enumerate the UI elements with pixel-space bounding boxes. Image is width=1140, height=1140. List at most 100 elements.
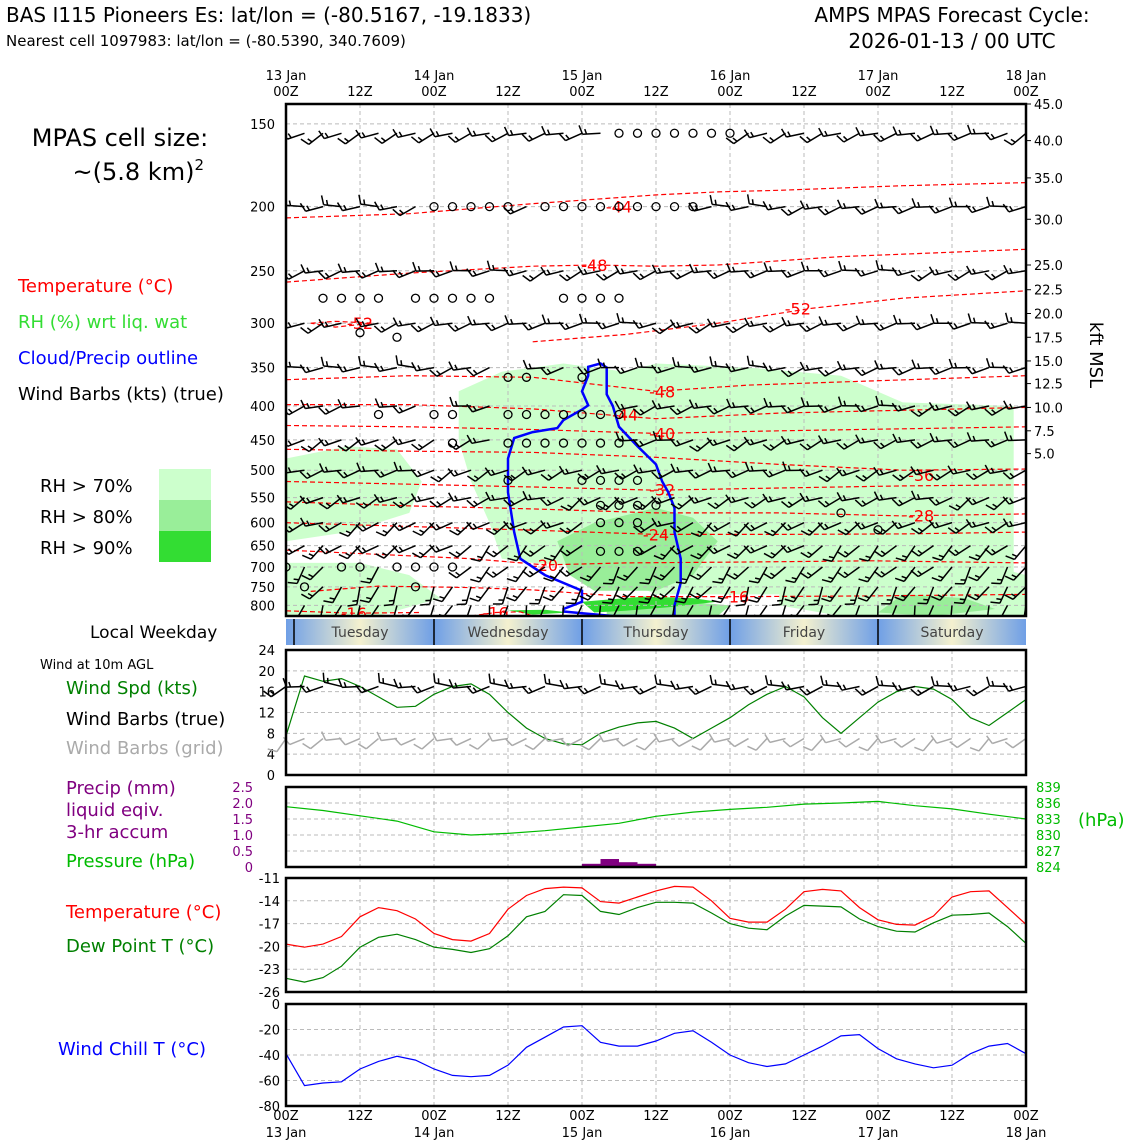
- wind-barb: [1001, 605, 1009, 616]
- wind-barb: [767, 496, 786, 503]
- wind-barb-flag: [542, 596, 552, 602]
- wind-barb-half-flag: [935, 269, 940, 275]
- wind-barb-half-flag: [546, 269, 551, 275]
- calm-wind-marker: [521, 409, 532, 420]
- wind-barb-half-flag: [879, 469, 884, 475]
- wind-barb-flag: [652, 431, 658, 441]
- top-time-label: 00Z: [273, 85, 299, 100]
- wind-barb-half-flag: [622, 593, 628, 598]
- wind-barb-half-flag: [750, 131, 755, 138]
- chill-tick-label: 0: [272, 998, 280, 1013]
- dew-point-line: [285, 894, 1027, 983]
- wind-barb-flag: [911, 359, 917, 369]
- wind-barb-true-flag: [875, 675, 880, 686]
- wind-barb-flag: [577, 366, 585, 375]
- wind-barb-half-flag: [991, 362, 995, 368]
- wind-barb-grid-flag: [949, 741, 958, 749]
- wind-barb-half-flag: [991, 526, 997, 532]
- wind-barb: [953, 132, 971, 142]
- wind-barb-flag: [578, 313, 584, 324]
- pressure-tick-label: 600: [250, 517, 275, 532]
- calm-wind-marker: [577, 293, 587, 303]
- wind-barb-half-flag: [361, 439, 366, 445]
- kft-tick-label: 40.0: [1034, 135, 1063, 150]
- wind-barb-flag: [287, 581, 298, 585]
- wind-barb-half-flag: [382, 529, 388, 534]
- wind-barb-half-flag: [472, 437, 477, 443]
- wind-barb-grid-flag: [858, 746, 868, 752]
- wind-barb-flag: [373, 362, 381, 372]
- wind-barb-half-flag: [824, 270, 829, 276]
- wind-barb-half-flag: [935, 129, 939, 135]
- chill-tick-label: -80: [259, 1100, 280, 1115]
- wind-barb: [859, 322, 879, 326]
- wind-barb-true-flag: [764, 675, 769, 685]
- wind-barb-flag: [985, 358, 991, 368]
- wind-barb-flag: [762, 443, 772, 451]
- wind-barb: [823, 270, 842, 278]
- temp-tick-label: -23: [259, 963, 280, 978]
- precip-tick-label: 1.0: [232, 829, 253, 844]
- precip-tick-label: 2.0: [232, 797, 253, 812]
- wind-barb-flag: [785, 579, 795, 584]
- wind-barb-flag: [286, 411, 290, 416]
- wind-barb-grid-flag: [708, 733, 716, 743]
- weekday-label: Friday: [783, 625, 825, 641]
- wind-barb-half-flag: [805, 203, 810, 209]
- wind-barb-flag: [780, 208, 789, 216]
- wind-barb-flag: [420, 603, 430, 606]
- wind-barb: [1013, 566, 1026, 581]
- wind-barb-flag: [1003, 431, 1009, 441]
- wind-barb-flag: [412, 552, 421, 559]
- wind-barb: [750, 521, 768, 532]
- wind-barb: [416, 496, 435, 503]
- wind-barb-half-flag: [343, 204, 348, 211]
- pressure-tick-label: 150: [250, 118, 275, 133]
- wind-barb-flag: [873, 322, 881, 331]
- wind-barb: [897, 270, 916, 277]
- wind-barb-half-flag: [898, 368, 903, 374]
- wind-barb-half-flag: [307, 445, 313, 450]
- bottom-time-label: 00Z: [717, 1109, 743, 1124]
- kft-tick-label: 45.0: [1034, 98, 1063, 113]
- wind-barb-half-flag: [399, 465, 403, 471]
- wind-barb: [1008, 205, 1026, 213]
- wind-barb: [660, 586, 676, 600]
- wind-barb-flag: [638, 601, 649, 604]
- wind-barb-true-half-flag: [583, 687, 589, 693]
- wind-barb-half-flag: [1010, 317, 1013, 323]
- wind-barb-grid: [922, 738, 935, 752]
- wind-barb-flag: [558, 465, 566, 475]
- wind-barb-flag: [543, 577, 553, 582]
- wind-barb-half-flag: [306, 327, 312, 332]
- wind-barb: [640, 545, 657, 556]
- wind-barb-half-flag: [585, 594, 592, 598]
- kft-axis-label: kft MSL: [1085, 322, 1106, 388]
- wind-barb-half-flag: [361, 272, 367, 277]
- wind-barb: [344, 132, 361, 145]
- wind-barb: [566, 545, 583, 557]
- wind-barb-half-flag: [787, 546, 792, 552]
- wind-barb-half-flag: [534, 618, 539, 619]
- wind-barb: [712, 322, 731, 328]
- wind-barb-true-half-flag: [880, 680, 884, 686]
- wind-barb: [879, 322, 897, 331]
- wind-barb-grid: [789, 737, 805, 748]
- wind-barb-half-flag: [842, 364, 847, 370]
- legend-pressure: Pressure (hPa): [66, 851, 195, 872]
- wind-barb-half-flag: [880, 570, 886, 576]
- wind-barb-true: [361, 685, 379, 694]
- wind-barb: [508, 132, 527, 137]
- wind-barb-half-flag: [620, 498, 626, 504]
- pressure-tick-label: 450: [250, 434, 275, 449]
- wind-barb-half-flag: [491, 135, 497, 141]
- wind-barb: [962, 586, 972, 604]
- wind-barb: [698, 545, 713, 560]
- wind-barb: [795, 604, 805, 616]
- wind-barb-half-flag: [584, 317, 588, 324]
- wind-barb: [288, 522, 305, 533]
- kft-tick-label: 22.5: [1034, 284, 1063, 299]
- wind-barb: [934, 439, 953, 443]
- wind-barb: [712, 439, 731, 447]
- wind-barb-half-flag: [565, 134, 570, 140]
